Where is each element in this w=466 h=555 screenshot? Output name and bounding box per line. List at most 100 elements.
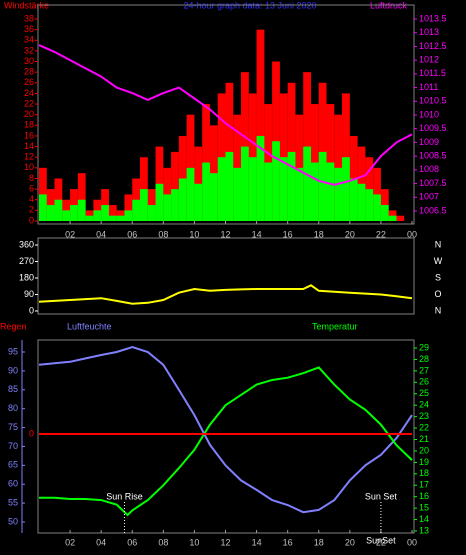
y2-tick-label: 1009 bbox=[419, 137, 439, 147]
x-tick-label: 04 bbox=[96, 537, 106, 547]
y-axis-label: Luftfeuchte bbox=[67, 321, 112, 331]
y2-tick-label: 1012 bbox=[419, 55, 439, 65]
y-tick-label: 22 bbox=[24, 98, 34, 108]
y2-tick-label: 27 bbox=[419, 365, 429, 375]
y-tick-label: 270 bbox=[19, 256, 34, 266]
y-tick-label: 36 bbox=[24, 24, 34, 34]
y2-tick-label: S bbox=[435, 272, 441, 282]
bar bbox=[140, 157, 148, 221]
y-tick-label: 18 bbox=[24, 120, 34, 130]
annotation: SunSet bbox=[366, 535, 396, 545]
y-tick-label: 10 bbox=[24, 162, 34, 172]
bar bbox=[209, 173, 218, 221]
bar bbox=[241, 146, 249, 221]
y2-tick-label: 20 bbox=[419, 445, 429, 455]
y2-tick-label: 1011.5 bbox=[419, 68, 446, 78]
y-tick-label: 6 bbox=[29, 183, 34, 193]
x-tick-label: 06 bbox=[127, 537, 137, 547]
bar bbox=[62, 210, 71, 221]
y2-tick-label: 1013.5 bbox=[419, 13, 447, 23]
bar bbox=[93, 210, 102, 221]
y-tick-label: 28 bbox=[24, 67, 34, 77]
y-tick-label: 180 bbox=[19, 272, 34, 282]
y2-tick-label: O bbox=[434, 289, 441, 299]
x-tick-label: 14 bbox=[252, 229, 262, 239]
y-tick-label: 50 bbox=[8, 516, 18, 526]
x-tick-label: 22 bbox=[376, 229, 386, 239]
bar bbox=[264, 162, 273, 221]
y2-tick-label: 15 bbox=[419, 503, 429, 513]
bar bbox=[373, 194, 381, 221]
x-tick-label: 12 bbox=[220, 537, 230, 547]
bar bbox=[194, 183, 203, 221]
y-tick-label: 2 bbox=[29, 205, 34, 215]
x-tick-label: 02 bbox=[65, 537, 75, 547]
y-tick-label: 60 bbox=[8, 479, 18, 489]
bar bbox=[124, 194, 133, 221]
line bbox=[38, 44, 413, 186]
y2-tick-label: 22 bbox=[419, 422, 429, 432]
y-tick-label: 20 bbox=[24, 109, 34, 119]
x-tick-label: 00 bbox=[407, 229, 417, 239]
x-tick-label: 04 bbox=[96, 229, 106, 239]
bar bbox=[388, 215, 397, 221]
y2-tick-label: 1007 bbox=[419, 192, 439, 202]
y-tick-label: 34 bbox=[24, 35, 34, 45]
bar bbox=[334, 167, 343, 221]
bar bbox=[186, 167, 195, 221]
bar bbox=[256, 29, 265, 222]
y-tick-label: 90 bbox=[24, 289, 34, 299]
y-tick-label: 80 bbox=[8, 403, 18, 413]
bar bbox=[303, 146, 311, 221]
bar bbox=[54, 199, 63, 221]
y2-tick-label: 1011 bbox=[419, 82, 438, 92]
y-tick-label: 16 bbox=[24, 130, 34, 140]
x-tick-label: 02 bbox=[65, 229, 75, 239]
bar bbox=[147, 205, 156, 221]
bar bbox=[85, 215, 94, 221]
x-tick-label: 20 bbox=[345, 229, 355, 239]
y2-tick-label: 23 bbox=[419, 411, 429, 421]
y-tick-label: 14 bbox=[24, 141, 34, 151]
x-tick-label: 12 bbox=[220, 229, 230, 239]
y2-tick-label: N bbox=[435, 239, 442, 249]
y-tick-label: 95 bbox=[8, 346, 18, 356]
bar bbox=[248, 157, 257, 221]
bar bbox=[380, 205, 389, 221]
bar bbox=[70, 205, 78, 221]
y2-axis-label: Temperatur bbox=[312, 321, 358, 331]
y-tick-label: 24 bbox=[24, 88, 34, 98]
bar bbox=[108, 205, 117, 221]
y3-tick-label: 0 bbox=[29, 428, 34, 438]
bar bbox=[357, 183, 366, 221]
bar bbox=[163, 194, 172, 221]
x-tick-label: 10 bbox=[189, 537, 199, 547]
bar bbox=[46, 205, 55, 221]
y2-tick-label: 18 bbox=[419, 468, 429, 478]
y2-tick-label: W bbox=[434, 256, 443, 266]
y-axis-label: Windstärke bbox=[4, 0, 49, 10]
y2-tick-label: 1007.5 bbox=[419, 178, 447, 188]
y2-tick-label: 21 bbox=[419, 434, 429, 444]
x-tick-label: 18 bbox=[314, 537, 324, 547]
bar bbox=[171, 189, 179, 221]
plot-frame bbox=[37, 339, 415, 534]
y-tick-label: 38 bbox=[24, 13, 34, 23]
y2-tick-label: 1008.5 bbox=[419, 151, 447, 161]
y2-tick-label: 1012.5 bbox=[419, 41, 447, 51]
x-tick-label: 20 bbox=[345, 537, 355, 547]
x-tick-label: 00 bbox=[407, 537, 417, 547]
y-tick-label: 360 bbox=[19, 239, 34, 249]
y2-tick-label: 1010 bbox=[419, 109, 439, 119]
x-tick-label: 16 bbox=[283, 537, 293, 547]
plot-frame bbox=[37, 237, 415, 315]
bar bbox=[171, 151, 179, 221]
annotation: Sun Rise bbox=[106, 491, 143, 501]
y2-tick-label: 1006.5 bbox=[419, 205, 447, 215]
y-tick-label: 8 bbox=[29, 173, 34, 183]
bar bbox=[225, 151, 234, 221]
bar bbox=[318, 151, 327, 221]
y2-tick-label: 17 bbox=[419, 480, 429, 490]
x-tick-label: 10 bbox=[189, 229, 199, 239]
